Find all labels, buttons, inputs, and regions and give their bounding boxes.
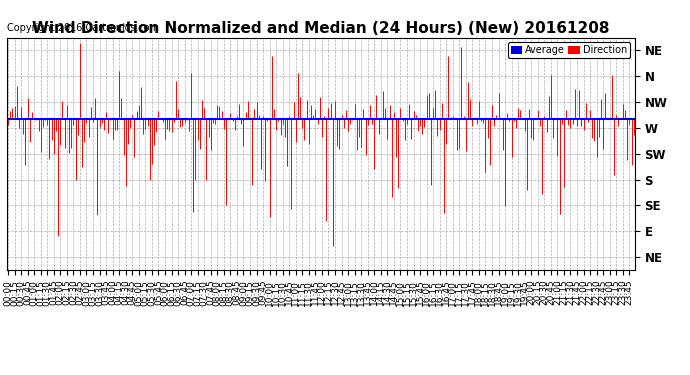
Title: Wind Direction Normalized and Median (24 Hours) (New) 20161208: Wind Direction Normalized and Median (24… [32, 21, 609, 36]
Legend: Average, Direction: Average, Direction [508, 42, 630, 58]
Text: Copyright 2016 Cartronics.com: Copyright 2016 Cartronics.com [7, 23, 159, 33]
